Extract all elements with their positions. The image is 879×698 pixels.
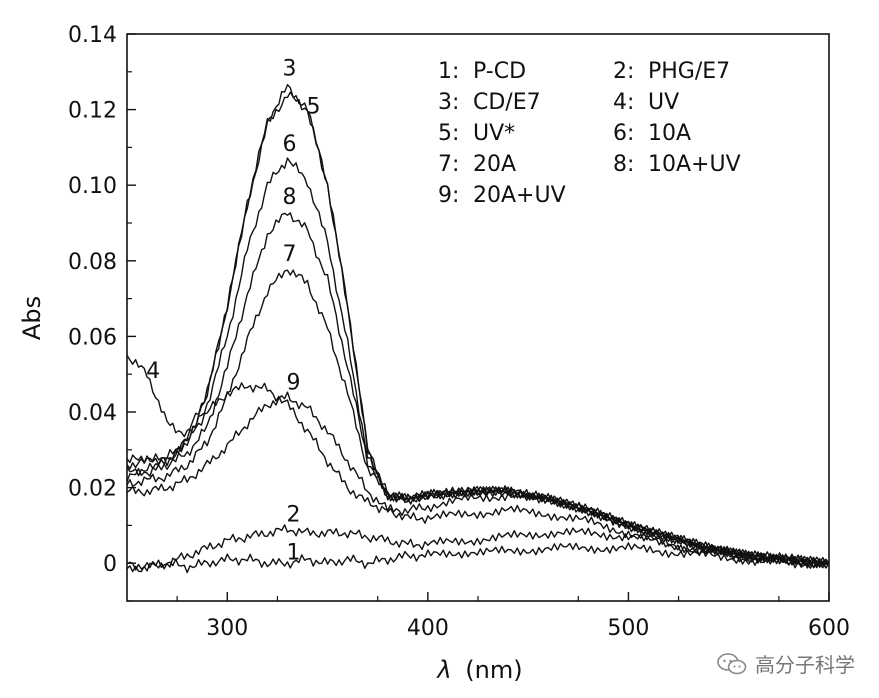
legend-label: 10A+UV <box>648 152 741 177</box>
curve-label-6: 6 <box>282 132 296 157</box>
series-line-9 <box>126 391 830 569</box>
curve-label-9: 9 <box>286 370 300 395</box>
series-line-7 <box>126 269 830 567</box>
watermark-text: 高分子科学 <box>755 653 855 677</box>
curve-label-7: 7 <box>282 242 296 267</box>
y-tick-label: 0.14 <box>68 23 117 48</box>
legend-number: 7: <box>438 152 459 177</box>
x-tick-label: 500 <box>607 616 649 641</box>
legend-number: 9: <box>438 183 459 208</box>
x-axis-label: λ (nm) <box>435 656 522 684</box>
legend-label: PHG/E7 <box>648 59 730 84</box>
series-line-8 <box>126 212 830 568</box>
x-axis-symbol: λ <box>435 656 451 684</box>
legend: 1: P-CD 2: PHG/E7 3: CD/E7 4: UV 5: UV* 6: 10A 7: 20A… <box>438 59 741 208</box>
legend-number: 2: <box>613 59 634 84</box>
legend-label: 10A <box>648 121 691 146</box>
legend-label: 20A+UV <box>473 183 566 208</box>
legend-number: 6: <box>613 121 634 146</box>
curve-label-5: 5 <box>307 94 321 119</box>
legend-number: 8: <box>613 152 634 177</box>
legend-label: P-CD <box>473 59 526 84</box>
curve-label-8: 8 <box>282 185 296 210</box>
legend-number: 1: <box>438 59 459 84</box>
curve-label-1: 1 <box>286 540 300 565</box>
legend-label: UV <box>648 90 679 115</box>
curve-label-3: 3 <box>282 57 296 82</box>
x-tick-label: 400 <box>407 616 449 641</box>
axis-ticks: 300 400 500 600 0 0.02 0.04 0.06 0.08 0.10 0.12 0.1… <box>68 23 850 641</box>
series-line-4 <box>126 382 830 566</box>
curve-label-4: 4 <box>146 359 160 384</box>
legend-label: 20A <box>473 152 516 177</box>
y-tick-label: 0 <box>103 552 117 577</box>
series-line-1 <box>126 542 830 574</box>
curve-label-2: 2 <box>286 503 300 528</box>
x-tick-label: 300 <box>206 616 248 641</box>
legend-label: CD/E7 <box>473 90 541 115</box>
y-tick-label: 0.12 <box>68 99 117 124</box>
series-line-6 <box>126 157 830 566</box>
legend-number: 5: <box>438 121 459 146</box>
y-tick-label: 0.02 <box>68 477 117 502</box>
curve-labels: 356 8 7 4 9 2 1 <box>146 57 320 566</box>
legend-number: 3: <box>438 90 459 115</box>
watermark: 高分子科学 <box>717 649 855 678</box>
wechat-icon <box>717 652 747 674</box>
y-axis-label: Abs <box>18 296 46 340</box>
x-axis-unit: (nm) <box>465 656 522 684</box>
y-tick-label: 0.08 <box>68 250 117 275</box>
plot-area <box>126 83 830 574</box>
x-tick-label: 600 <box>808 616 850 641</box>
y-tick-label: 0.04 <box>68 401 117 426</box>
y-tick-label: 0.06 <box>68 325 117 350</box>
y-tick-label: 0.10 <box>68 174 117 199</box>
legend-number: 4: <box>613 90 634 115</box>
legend-label: UV* <box>473 121 515 146</box>
